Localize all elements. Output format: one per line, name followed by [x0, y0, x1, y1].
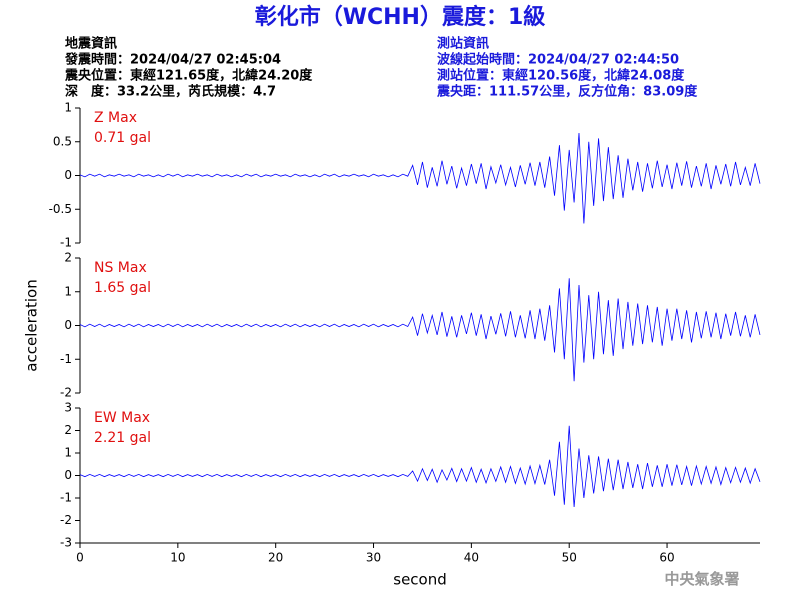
y-tick-label: 0	[64, 168, 72, 182]
agency-watermark: 中央氣象署	[664, 570, 739, 588]
info-line: 地震資訊	[65, 36, 117, 52]
max-label: Z Max	[94, 110, 137, 126]
y-tick-label: 0	[64, 318, 72, 332]
y-tick-label: 0	[64, 468, 72, 482]
y-tick-label: -3	[60, 536, 72, 550]
max-label: EW Max	[94, 410, 150, 426]
y-tick-label: 0.5	[53, 134, 72, 148]
info-line: 深 度：33.2公里，芮氏規模：4.7	[65, 84, 276, 100]
info-line: 震央距：111.57公里，反方位角：83.09度	[436, 84, 698, 100]
y-axis-label: acceleration	[23, 279, 41, 371]
x-tick-label: 10	[170, 551, 185, 565]
x-axis-label: second	[393, 571, 447, 589]
y-tick-label: -0.5	[49, 202, 72, 216]
waveform	[79, 132, 761, 224]
max-label: NS Max	[94, 260, 147, 276]
waveform	[79, 425, 761, 508]
info-line: 測站位置：東經120.56度，北緯24.08度	[437, 68, 685, 84]
y-tick-label: -2	[60, 513, 72, 527]
x-tick-label: 50	[562, 551, 577, 565]
y-tick-label: 1	[64, 101, 72, 115]
y-tick-label: 2	[64, 423, 72, 437]
info-line: 震央位置：東經121.65度，北緯24.20度	[64, 68, 313, 84]
y-tick-label: -1	[60, 236, 72, 250]
y-tick-label: 1	[64, 446, 72, 460]
y-tick-label: 3	[64, 401, 72, 415]
info-line: 測站資訊	[437, 36, 489, 52]
x-tick-label: 30	[366, 551, 381, 565]
max-label: 2.21 gal	[94, 430, 151, 446]
waveform	[79, 278, 761, 382]
title: 彰化市（WCHH）震度：1級	[255, 4, 546, 30]
y-tick-label: -2	[60, 386, 72, 400]
x-tick-label: 20	[268, 551, 283, 565]
x-tick-label: 0	[76, 551, 84, 565]
y-tick-label: 1	[64, 284, 72, 298]
info-line: 波線起始時間：2024/04/27 02:44:50	[437, 52, 679, 68]
info-line: 發震時間：2024/04/27 02:45:04	[64, 52, 281, 68]
y-tick-label: 2	[64, 251, 72, 265]
max-label: 0.71 gal	[94, 130, 151, 146]
y-tick-label: -1	[60, 491, 72, 505]
max-label: 1.65 gal	[94, 280, 151, 296]
x-tick-label: 60	[659, 551, 674, 565]
y-tick-label: -1	[60, 352, 72, 366]
x-tick-label: 40	[464, 551, 479, 565]
